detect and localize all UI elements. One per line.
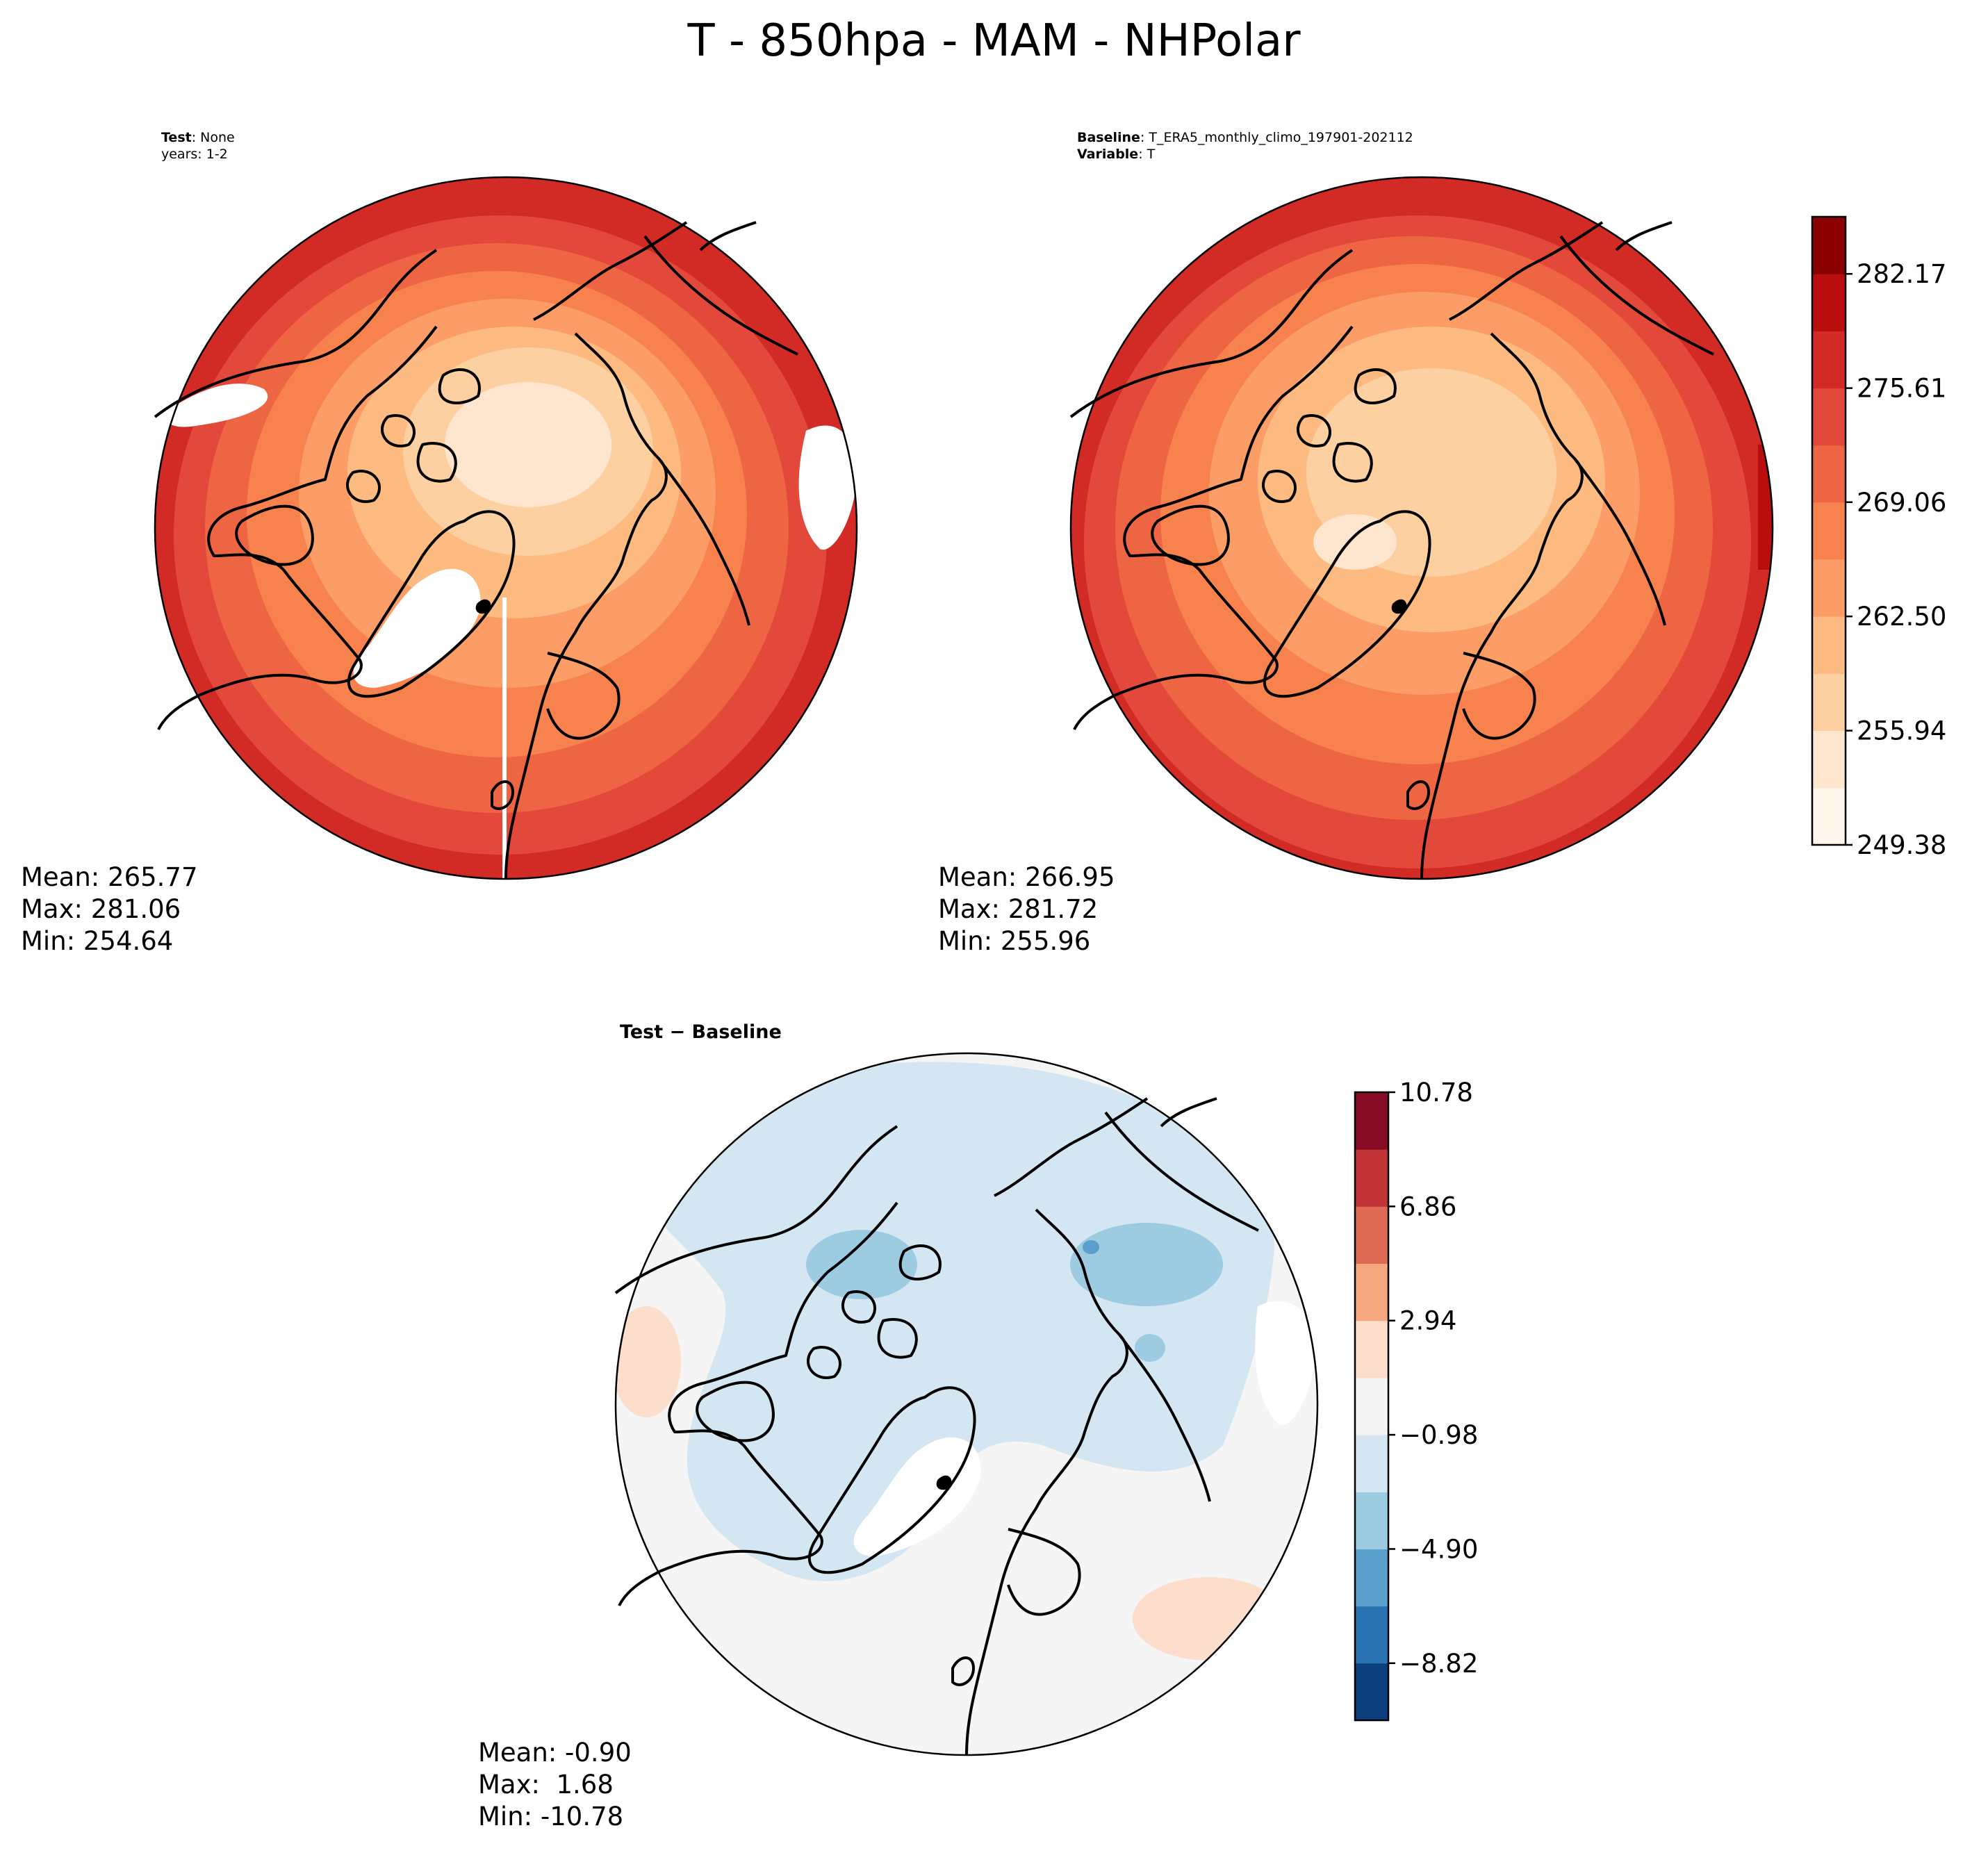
baseline-colorbar-segment bbox=[1812, 616, 1846, 674]
baseline-colorbar-segment bbox=[1812, 502, 1846, 560]
difference-colorbar-segment bbox=[1355, 1206, 1388, 1265]
difference-colorbar-tick-label: 10.78 bbox=[1399, 1078, 1473, 1107]
baseline-colorbar-segment bbox=[1812, 217, 1846, 274]
baseline-colorbar-segment bbox=[1812, 730, 1846, 789]
baseline-header-label: Baseline bbox=[1077, 130, 1140, 145]
baseline-colorbar-segment bbox=[1812, 274, 1846, 331]
test-mean: Mean: 265.77 bbox=[21, 862, 198, 892]
difference-colorbar-tick-label: −4.90 bbox=[1399, 1534, 1478, 1564]
baseline-header-value: T_ERA5_monthly_climo_197901-202112 bbox=[1149, 130, 1413, 145]
baseline-colorbar-tick-label: 282.17 bbox=[1857, 259, 1946, 289]
baseline-variable-value: T bbox=[1147, 147, 1156, 162]
baseline-colorbar-tick-label: 249.38 bbox=[1857, 830, 1946, 860]
baseline-colorbar-segment bbox=[1812, 673, 1846, 732]
baseline-colorbar-frame bbox=[1811, 215, 1847, 846]
difference-colorbar-tick-label: 2.94 bbox=[1399, 1306, 1456, 1336]
baseline-colorbar-tick-label: 275.61 bbox=[1857, 374, 1946, 404]
test-header-years: years: 1-2 bbox=[161, 147, 228, 162]
baseline-colorbar-segment bbox=[1812, 331, 1846, 389]
baseline-colorbar: 249.38 255.94 262.50 269.06 275.61 282.17 bbox=[1811, 215, 1946, 860]
difference-colorbar-segment bbox=[1355, 1320, 1388, 1378]
test-min: Min: 254.64 bbox=[21, 926, 174, 956]
difference-colorbar-tick-label: −8.82 bbox=[1399, 1649, 1478, 1679]
difference-colorbar: 10.78 6.86 2.94 −0.98 −4.90 −8.82 bbox=[1354, 1078, 1478, 1722]
baseline-variable-label: Variable bbox=[1077, 147, 1139, 162]
baseline-colorbar-tick-label: 262.50 bbox=[1857, 602, 1946, 632]
baseline-max: Max: 281.72 bbox=[938, 894, 1099, 924]
test-map bbox=[154, 176, 858, 880]
baseline-colorbar-segment bbox=[1812, 559, 1846, 617]
difference-colorbar-frame bbox=[1354, 1091, 1390, 1722]
difference-max: Max: 1.68 bbox=[478, 1770, 614, 1800]
baseline-colorbar-tick-label: 269.06 bbox=[1857, 488, 1946, 518]
difference-title: Test − Baseline bbox=[620, 1021, 782, 1043]
difference-colorbar-segment bbox=[1355, 1435, 1388, 1492]
difference-colorbar-segment bbox=[1355, 1149, 1388, 1207]
difference-stats: Mean: -0.90 Max: 1.68 Min: -10.78 bbox=[478, 1737, 632, 1833]
test-max: Max: 281.06 bbox=[21, 894, 181, 924]
baseline-colorbar-tick-label: 255.94 bbox=[1857, 716, 1946, 746]
test-stats: Mean: 265.77 Max: 281.06 Min: 254.64 bbox=[21, 862, 198, 957]
test-header-label: Test bbox=[161, 130, 192, 145]
baseline-stats: Mean: 266.95 Max: 281.72 Min: 255.96 bbox=[938, 862, 1115, 957]
difference-colorbar-tick-label: 6.86 bbox=[1399, 1192, 1456, 1221]
baseline-map bbox=[1069, 176, 1774, 880]
baseline-colorbar-segment bbox=[1812, 787, 1846, 846]
baseline-header: Baseline: T_ERA5_monthly_climo_197901-20… bbox=[1077, 130, 1413, 162]
difference-map bbox=[614, 1052, 1319, 1756]
figure-title: T - 850hpa - MAM - NHPolar bbox=[687, 15, 1301, 67]
test-header-value: None bbox=[200, 130, 235, 145]
baseline-mean: Mean: 266.95 bbox=[938, 862, 1115, 892]
baseline-min: Min: 255.96 bbox=[938, 926, 1091, 956]
difference-colorbar-segment bbox=[1355, 1377, 1388, 1435]
difference-mean: Mean: -0.90 bbox=[478, 1738, 632, 1768]
difference-colorbar-segment bbox=[1355, 1092, 1388, 1150]
difference-colorbar-segment bbox=[1355, 1492, 1388, 1549]
difference-colorbar-segment bbox=[1355, 1263, 1388, 1321]
difference-colorbar-segment bbox=[1355, 1663, 1388, 1721]
difference-colorbar-segment bbox=[1355, 1549, 1388, 1607]
baseline-colorbar-segment bbox=[1812, 445, 1846, 503]
difference-min: Min: -10.78 bbox=[478, 1802, 624, 1831]
difference-colorbar-segment bbox=[1355, 1606, 1388, 1664]
test-header: Test: None years: 1-2 bbox=[161, 130, 235, 162]
baseline-colorbar-segment bbox=[1812, 388, 1846, 446]
difference-colorbar-tick-label: −0.98 bbox=[1399, 1420, 1478, 1450]
